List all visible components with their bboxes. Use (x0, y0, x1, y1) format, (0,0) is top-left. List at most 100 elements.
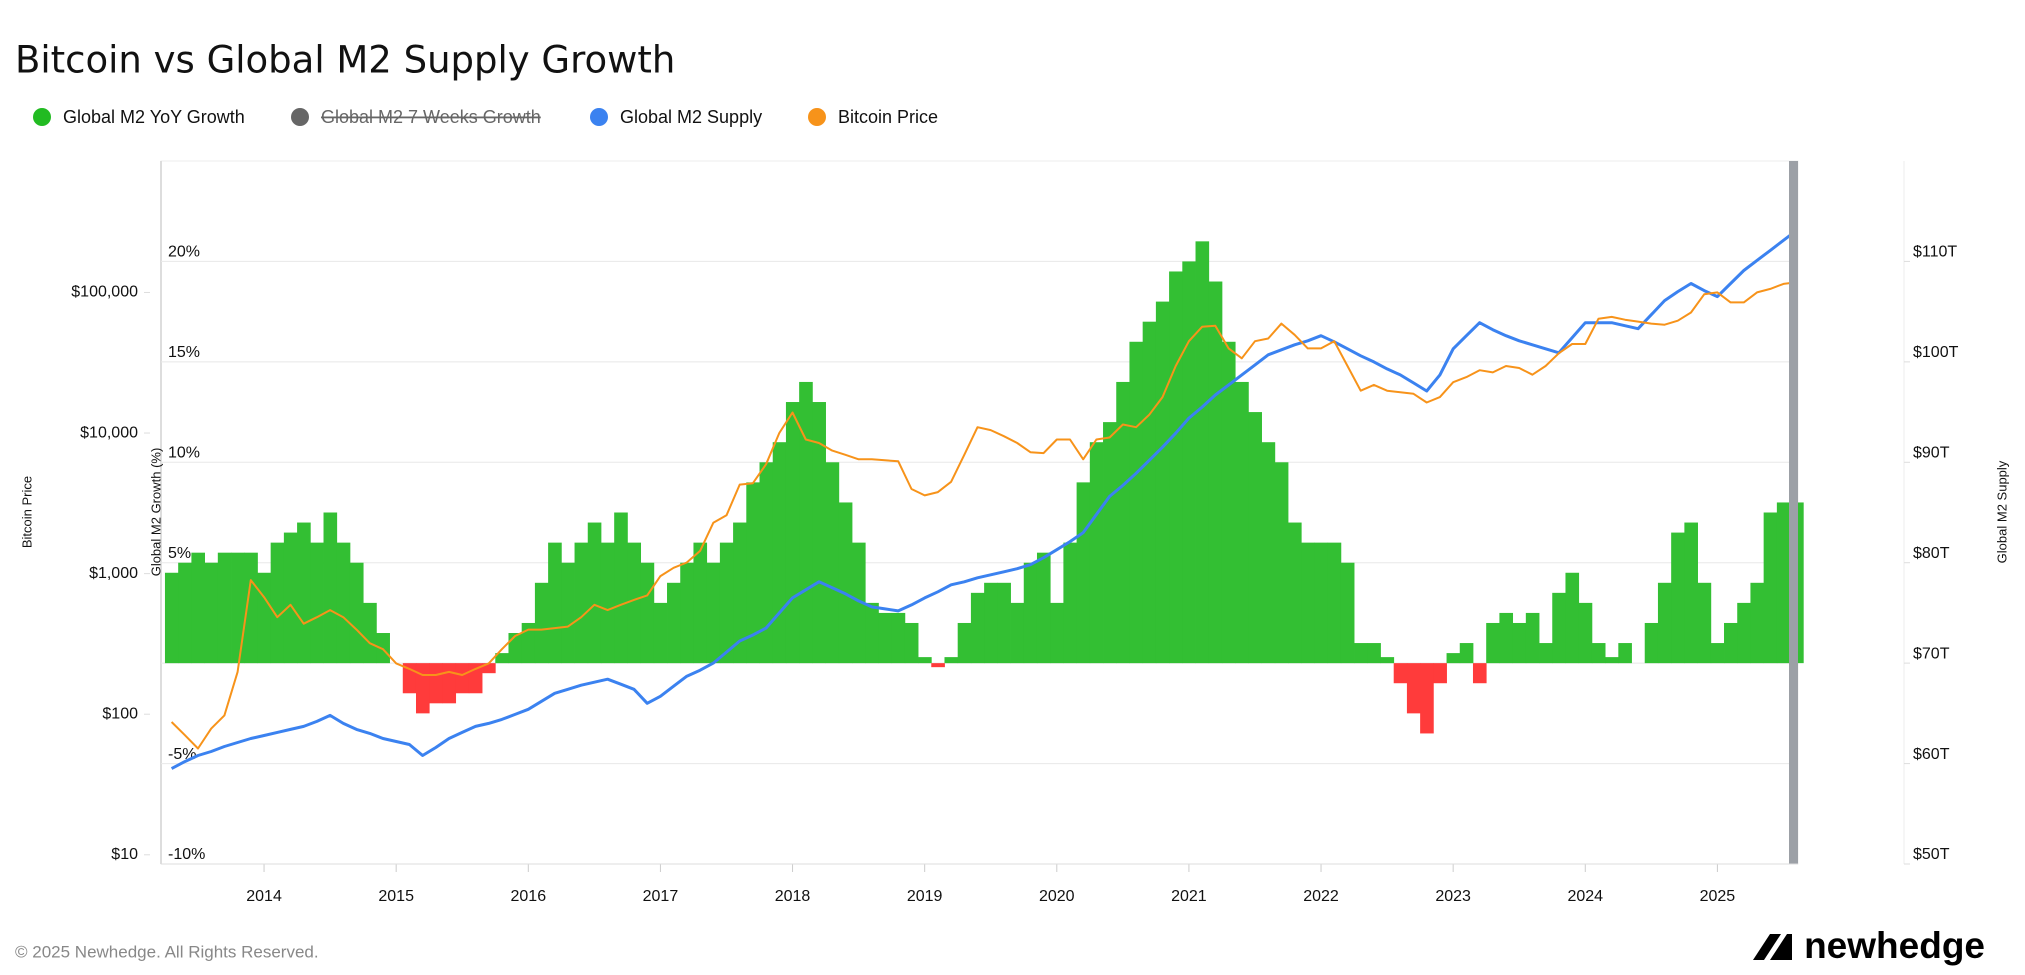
legend: Global M2 YoY Growth Global M2 7 Weeks Gr… (33, 107, 938, 127)
legend-item[interactable]: Global M2 YoY Growth (33, 107, 245, 127)
bar (1129, 341, 1144, 664)
marks (164, 229, 1804, 770)
bar (297, 522, 311, 664)
y2-axis-title: Global M2 Supply (1994, 460, 2009, 563)
bar (521, 622, 536, 664)
legend-label: Bitcoin Price (838, 107, 938, 127)
bar (1591, 643, 1606, 664)
legend-item[interactable]: Bitcoin Price (808, 107, 938, 127)
bar (1552, 592, 1566, 664)
bar (799, 381, 813, 664)
bar (442, 663, 457, 704)
x-tick-label: 2024 (1567, 888, 1603, 905)
x-tick-label: 2021 (1171, 888, 1207, 905)
y-axis-title: Global M2 Growth (%) (148, 448, 163, 577)
y2-tick-label: $90T (1913, 445, 1950, 462)
y2-tick-label: $110T (1913, 244, 1957, 261)
bar (363, 602, 377, 664)
bar (1605, 657, 1619, 664)
bar (1710, 643, 1725, 664)
bar (772, 442, 787, 664)
bar (1235, 381, 1249, 664)
bar (1301, 542, 1315, 664)
bar (1261, 442, 1276, 664)
bar (1354, 643, 1368, 664)
bar (1724, 622, 1738, 664)
bar (997, 582, 1011, 664)
bar (244, 552, 258, 664)
bar (587, 522, 602, 664)
bar (574, 542, 589, 664)
y-tick-label: -10% (168, 846, 205, 863)
bar (191, 552, 206, 664)
y3-tick-label: $10 (111, 846, 138, 863)
bar (785, 402, 800, 664)
bar (1684, 522, 1698, 664)
y2-tick-label: $100T (1913, 344, 1959, 361)
bar (1023, 562, 1038, 664)
bar (984, 582, 998, 664)
bar (1472, 663, 1487, 684)
bar (1776, 502, 1791, 664)
grid: -10%-5%0%5%10%15%20%$50T$60T$70T$80T$90T… (71, 244, 1958, 906)
bar (680, 562, 694, 664)
bar (1116, 381, 1130, 664)
bar (1644, 622, 1659, 664)
bar (970, 592, 985, 664)
bar (349, 562, 364, 664)
bar (1657, 582, 1672, 664)
y3-tick-label: $100,000 (71, 284, 138, 301)
bar (1525, 612, 1540, 664)
bar (1499, 612, 1514, 664)
range-handle (1789, 161, 1798, 864)
bar (1565, 572, 1580, 664)
bar (1340, 562, 1355, 664)
bar (825, 462, 840, 664)
bar (904, 622, 919, 664)
bar (891, 612, 906, 664)
bar (1182, 261, 1196, 664)
legend-item[interactable]: Global M2 Supply (590, 107, 762, 127)
y-tick-label: 20% (168, 244, 200, 261)
bar (1446, 653, 1461, 664)
x-tick-label: 2023 (1435, 888, 1471, 905)
y3-axis-title: Bitcoin Price (19, 476, 34, 548)
x-tick-label: 2025 (1700, 888, 1736, 905)
bar (217, 552, 232, 664)
bar (1459, 643, 1474, 664)
bar (918, 657, 932, 664)
bar (482, 663, 496, 674)
bar (1142, 321, 1157, 664)
y-tick-label: -5% (168, 746, 196, 763)
bar (1208, 281, 1223, 664)
logo-mark (1770, 934, 1792, 960)
bar (693, 542, 708, 664)
bar (759, 462, 774, 664)
bar (1578, 602, 1593, 664)
y-tick-label: 15% (168, 344, 200, 361)
bar (1750, 582, 1765, 664)
x-tick-label: 2019 (907, 888, 943, 905)
y2-tick-label: $60T (1913, 746, 1950, 763)
bar (1671, 532, 1685, 664)
bar (600, 542, 615, 664)
legend-label: Global M2 7 Weeks Growth (321, 107, 541, 127)
x-tick-label: 2014 (246, 888, 282, 905)
bar (1036, 552, 1051, 664)
bar (1063, 542, 1078, 664)
bar (1248, 412, 1262, 664)
y2-tick-label: $70T (1913, 645, 1950, 662)
bar (1367, 643, 1381, 664)
bar (1103, 422, 1117, 664)
bar (878, 612, 893, 664)
bar (1327, 542, 1342, 664)
plot-frame (160, 160, 1799, 865)
bar (310, 542, 324, 664)
brand-logo (1753, 934, 1792, 960)
bar (1393, 663, 1408, 684)
y-tick-label: 5% (168, 545, 191, 562)
bar (667, 582, 681, 664)
legend-item[interactable]: Global M2 7 Weeks Growth (291, 107, 541, 127)
bar (1274, 462, 1289, 664)
y3-tick-label: $10,000 (80, 424, 138, 441)
